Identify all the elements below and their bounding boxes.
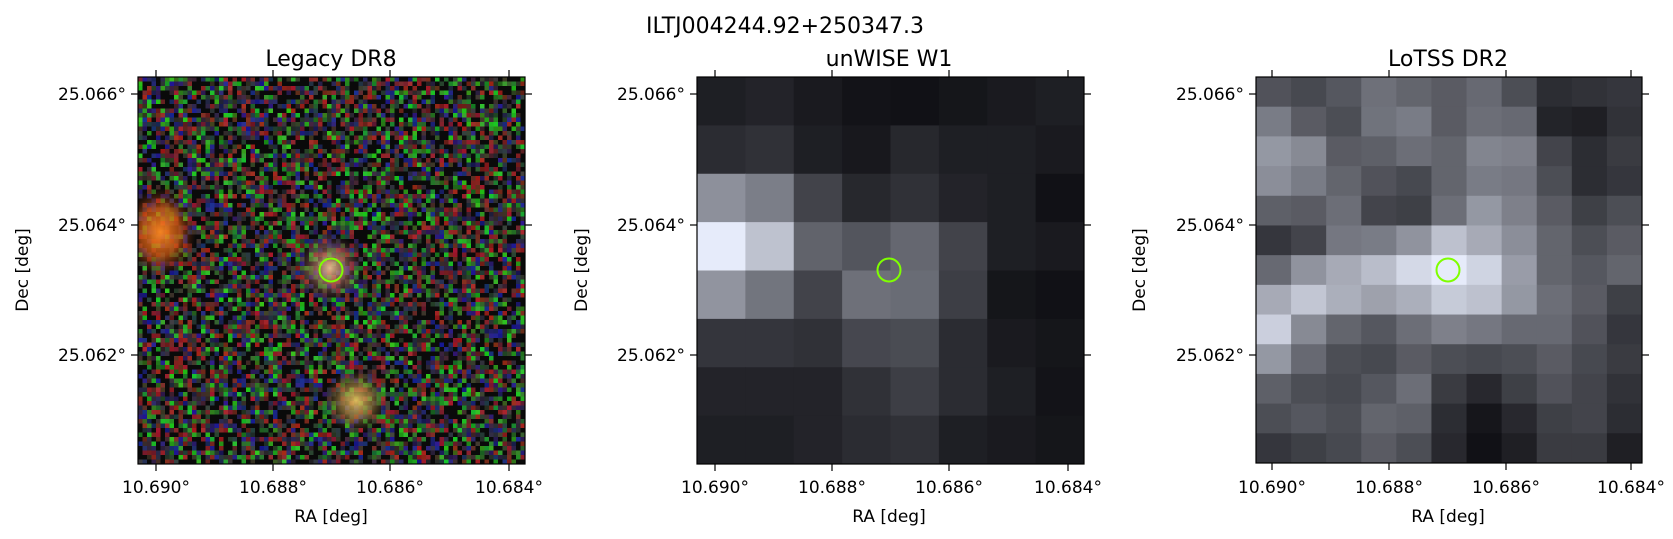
panel-title: LoTSS DR2 — [1388, 47, 1508, 72]
axes-frame — [137, 76, 526, 465]
x-axis-label: RA [deg] — [294, 507, 367, 527]
x-tick-label: 10.690° — [122, 478, 190, 498]
y-tick-label: 25.062° — [617, 346, 685, 366]
axes-frame — [1255, 76, 1643, 464]
y-tick-label: 25.066° — [58, 85, 126, 105]
figure-suptitle: ILTJ004244.92+250347.3 — [646, 14, 924, 39]
unwise-w1-image — [697, 77, 1084, 464]
y-axis-label: Dec [deg] — [13, 228, 33, 312]
galaxy-source-left — [138, 188, 196, 276]
lotss-dr2-image — [1256, 77, 1642, 463]
y-tick-label: 25.062° — [1176, 346, 1244, 366]
panel-legacy-dr8: Legacy DR8 10.690° 10.688° 10.686° 10.68… — [13, 47, 543, 527]
galaxy-source-center — [296, 234, 364, 302]
x-tick-label: 10.686° — [915, 478, 983, 498]
y-tick-label: 25.066° — [617, 85, 685, 105]
panel-title: Legacy DR8 — [265, 47, 396, 72]
x-axis-label: RA [deg] — [1411, 507, 1484, 527]
y-ticks — [1249, 93, 1649, 356]
y-axis-label: Dec [deg] — [1130, 228, 1150, 312]
x-tick-label: 10.690° — [1238, 478, 1306, 498]
x-ticks — [155, 70, 510, 471]
y-axis-label: Dec [deg] — [572, 228, 592, 312]
x-tick-label: 10.690° — [681, 478, 749, 498]
x-ticks — [1271, 70, 1632, 470]
x-tick-label: 10.684° — [1034, 478, 1102, 498]
y-tick-label: 25.064° — [617, 216, 685, 236]
y-tick-label: 25.064° — [1176, 216, 1244, 236]
y-tick-label: 25.062° — [58, 346, 126, 366]
panel-lotss-dr2: LoTSS DR2 10.690° 10.688° 10.686° 10.684… — [1130, 47, 1665, 527]
panel-unwise-w1: unWISE W1 10.690° 10.688° 10.686° 10.684… — [572, 47, 1102, 527]
x-tick-label: 10.686° — [1472, 478, 1540, 498]
x-tick-label: 10.688° — [798, 478, 866, 498]
x-tick-label: 10.688° — [239, 478, 307, 498]
target-marker-circle — [1435, 257, 1461, 283]
target-marker-circle — [876, 257, 902, 283]
y-ticks — [131, 93, 532, 356]
x-tick-label: 10.686° — [356, 478, 424, 498]
y-ticks — [690, 93, 1091, 356]
x-tick-label: 10.684° — [475, 478, 543, 498]
panel-title: unWISE W1 — [826, 47, 953, 72]
y-tick-label: 25.064° — [58, 216, 126, 236]
target-marker-circle — [318, 257, 344, 283]
x-axis-label: RA [deg] — [852, 507, 925, 527]
y-tick-label: 25.066° — [1176, 85, 1244, 105]
x-tick-label: 10.688° — [1355, 478, 1423, 498]
x-tick-label: 10.684° — [1597, 478, 1665, 498]
axes-frame — [696, 76, 1085, 465]
x-ticks — [714, 70, 1069, 471]
galaxy-source-bottom — [324, 369, 388, 433]
